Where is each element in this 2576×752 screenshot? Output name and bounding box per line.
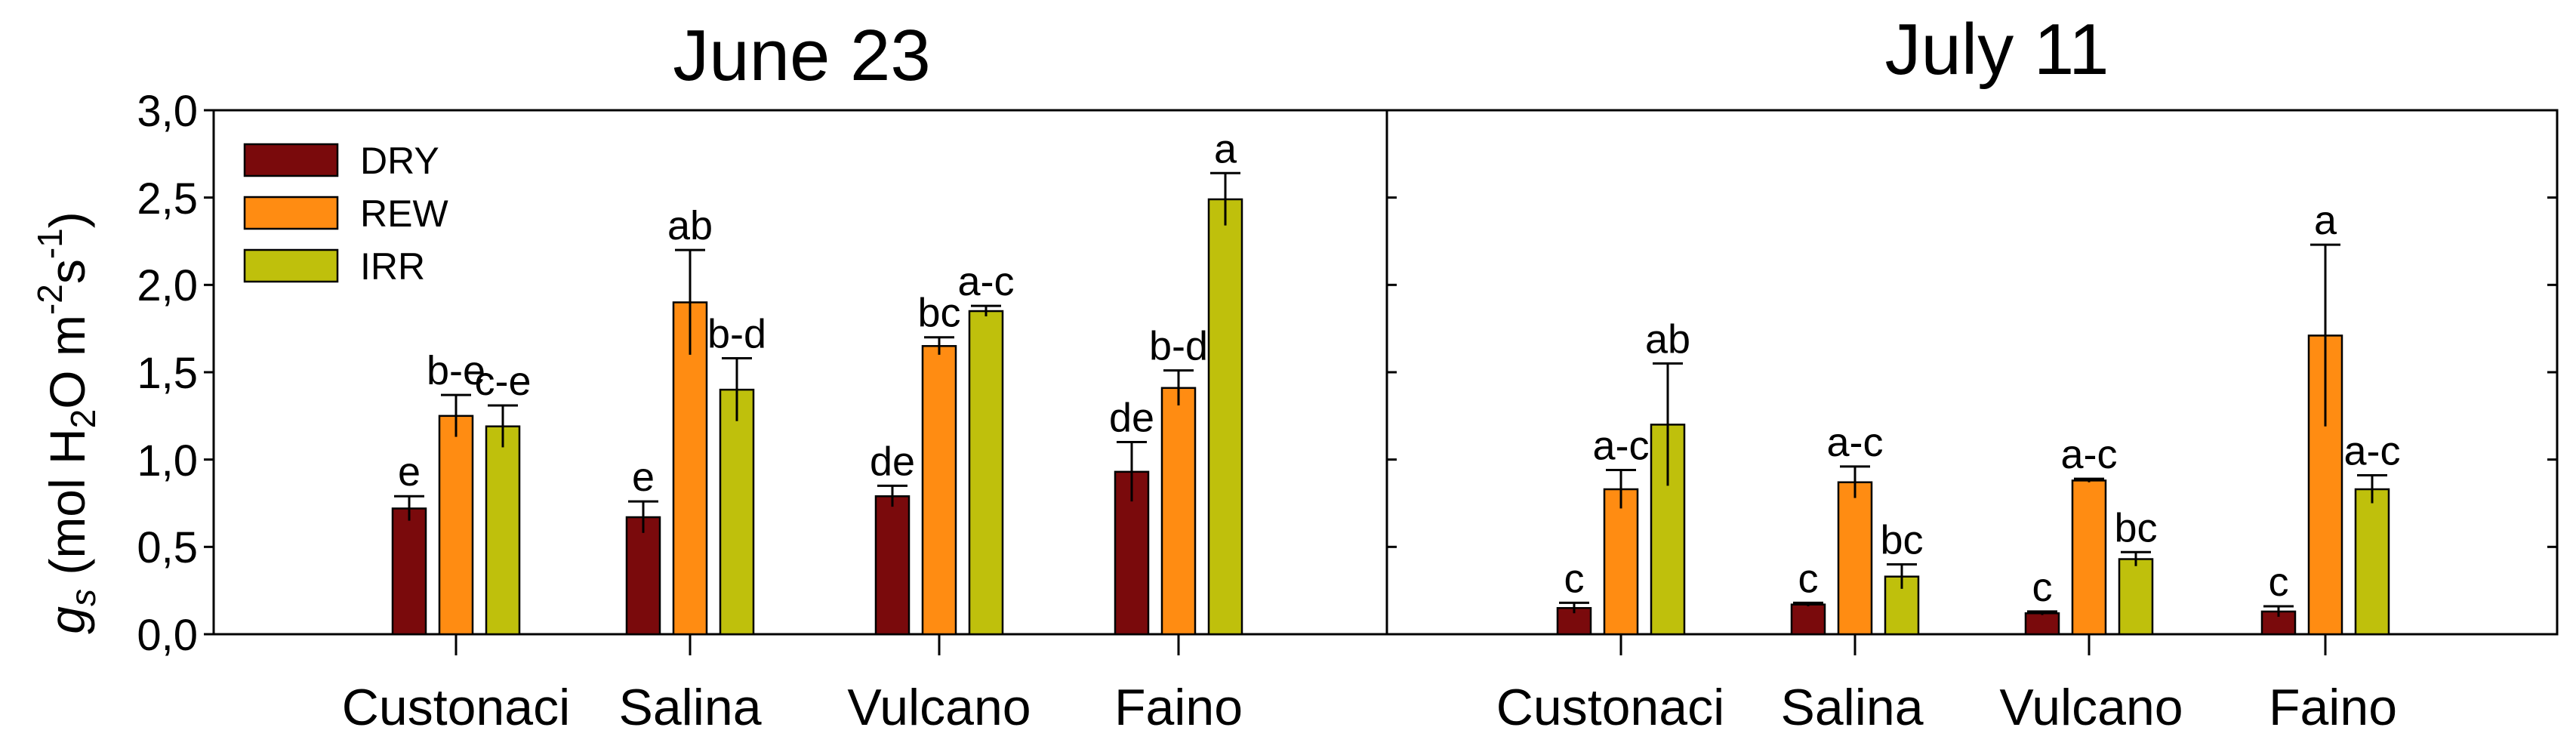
legend-label-dry: DRY	[360, 140, 439, 182]
bar-rew	[921, 345, 957, 636]
bar-irr	[719, 388, 755, 636]
ylabel-exp1: -2	[30, 284, 69, 315]
bars: e e de de b-e ab bc b-d c-e b-d a-c a c c c c a-c a-c a-c a…	[391, 126, 2401, 636]
bar-dry	[625, 516, 661, 636]
significance-label: c	[1798, 556, 1819, 601]
significance-label: a-c	[957, 259, 1014, 304]
ylabel-open: (mol H	[39, 428, 95, 589]
y-tick-labels: 0,0 0,5 1,0 1,5 2,0 2,5 3,0	[137, 87, 198, 660]
y-tick-label: 0,5	[137, 523, 198, 572]
significance-label: c-e	[474, 359, 531, 404]
category-label: Vulcano	[847, 679, 1031, 736]
ylabel-s: s	[39, 259, 95, 284]
panel-title-june: June 23	[673, 15, 931, 96]
category-label: Faino	[1114, 679, 1243, 736]
x-category-labels: Custonaci Salina Vulcano Faino Custonaci…	[342, 679, 2397, 736]
y-tick-label: 2,0	[137, 261, 198, 310]
significance-label: e	[632, 455, 655, 500]
significance-label: ab	[1645, 316, 1690, 362]
panel-title-july: July 11	[1884, 9, 2109, 90]
bar-dry	[1790, 603, 1826, 636]
significance-label: e	[398, 449, 421, 495]
significance-label: a-c	[1592, 424, 1649, 469]
significance-label: b-d	[707, 311, 766, 356]
bar-dry	[874, 495, 911, 636]
bar-irr	[2354, 488, 2390, 636]
ylabel-mid: O m	[39, 315, 95, 409]
legend: DRY REW IRR	[243, 140, 448, 288]
bar-rew	[672, 301, 708, 636]
y-tick-label: 1,5	[137, 349, 198, 398]
bar-rew	[2307, 334, 2343, 636]
category-label: Faino	[2269, 679, 2397, 736]
legend-label-irr: IRR	[360, 245, 425, 288]
bar-irr	[968, 310, 1004, 636]
ylabel-close: )	[39, 211, 95, 228]
tick-marks	[204, 109, 2557, 655]
ylabel-symbol: g	[39, 606, 95, 634]
significance-label: c	[2269, 559, 2289, 605]
legend-swatch-rew	[243, 196, 339, 230]
y-tick-label: 0,0	[137, 611, 198, 660]
bar-irr	[1207, 198, 1243, 636]
significance-label: de	[870, 439, 915, 484]
bar-rew	[1603, 488, 1639, 636]
category-label: Custonaci	[1496, 679, 1724, 736]
legend-swatch-dry	[243, 143, 339, 177]
ylabel-symbol-sub: s	[63, 589, 103, 606]
legend-swatch-irr	[243, 248, 339, 283]
significance-label: a	[2314, 198, 2337, 243]
significance-label: a-c	[2060, 432, 2117, 477]
bar-rew	[1160, 387, 1197, 636]
y-tick-label: 2,5	[137, 174, 198, 223]
legend-label-rew: REW	[360, 193, 448, 235]
category-label: Custonaci	[342, 679, 570, 736]
significance-label: c	[1564, 556, 1585, 601]
bar-irr	[485, 425, 521, 636]
bar-dry	[2024, 612, 2060, 636]
significance-label: bc	[1880, 517, 1923, 562]
significance-label: b-d	[1149, 324, 1208, 369]
significance-label: bc	[917, 291, 960, 336]
significance-label: a	[1214, 126, 1237, 171]
significance-label: b-e	[427, 348, 485, 393]
significance-label: a-c	[1826, 420, 1883, 465]
significance-label: bc	[2114, 505, 2157, 550]
bar-dry	[391, 507, 427, 636]
plot-frame	[212, 109, 2559, 636]
category-label: Salina	[1780, 679, 1923, 736]
bar-rew	[1837, 481, 1873, 636]
category-label: Vulcano	[1999, 679, 2183, 736]
bar-rew	[2071, 479, 2107, 636]
category-label: Salina	[618, 679, 761, 736]
y-axis-label: gs (mol H2O m-2s-1)	[30, 211, 103, 633]
bar-rew	[438, 415, 474, 636]
significance-label: ab	[667, 203, 713, 248]
significance-label: de	[1109, 396, 1154, 441]
y-tick-label: 1,0	[137, 436, 198, 485]
significance-label: a-c	[2343, 428, 2400, 473]
significance-label: c	[2032, 565, 2053, 610]
ylabel-exp2: -1	[30, 228, 69, 259]
bar-irr	[2118, 558, 2154, 636]
y-tick-label: 3,0	[137, 87, 198, 136]
ylabel-sub2: 2	[63, 409, 103, 429]
